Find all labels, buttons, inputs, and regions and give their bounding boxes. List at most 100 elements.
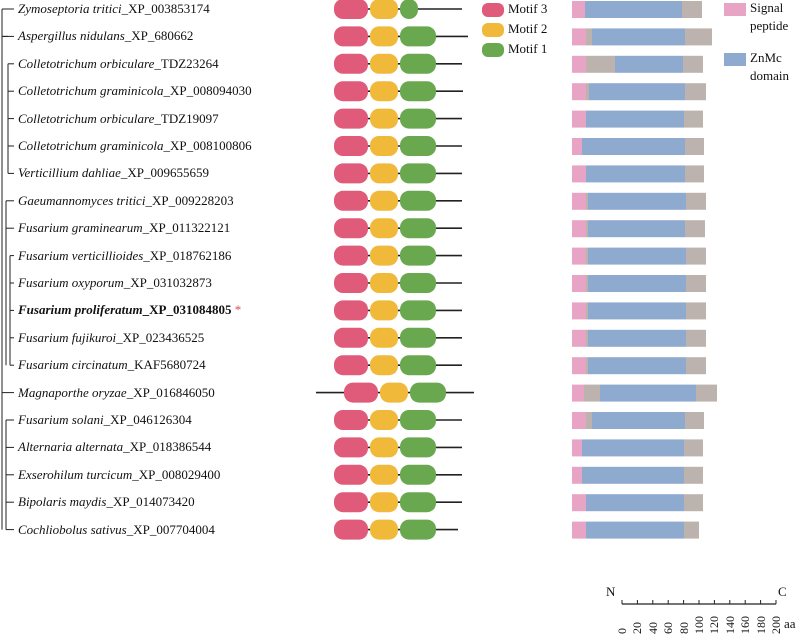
other-region-segment [586, 83, 589, 101]
domain-legend-label: ZnMc [750, 50, 782, 65]
motif-2-box [370, 26, 398, 47]
other-region-segment [683, 55, 703, 73]
other-region-segment [584, 384, 600, 402]
accession-id: _XP_009655659 [120, 165, 210, 181]
motif-2-box [370, 0, 398, 19]
species-name: Colletotrichum orbiculare [18, 55, 155, 71]
motif-legend-swatch [482, 3, 504, 17]
other-region-segment [686, 192, 706, 210]
species-name: Fusarium verticillioides [18, 247, 144, 263]
motif-1-box [400, 53, 436, 74]
motif-1-box [400, 190, 436, 211]
motif-1-box [400, 136, 436, 156]
motif-3-box [334, 245, 368, 266]
motif-1-box [400, 81, 436, 102]
motif-3-box [334, 464, 368, 485]
signal-peptide-segment [572, 55, 586, 73]
accession-id: _XP_016846050 [126, 384, 215, 400]
motif-2-box [370, 81, 398, 102]
species-label: Zymoseptoria tritici_XP_003853174 [18, 0, 210, 19]
species-label: Colletotrichum graminicola_XP_008094030 [18, 81, 252, 101]
signal-peptide-segment [572, 247, 586, 265]
motif-3-box [334, 492, 368, 513]
motif-3-box [334, 190, 368, 211]
accession-id: _XP_007704004 [126, 521, 215, 537]
motif-3-box [334, 81, 368, 102]
scale-tick-label: 40 [645, 622, 660, 634]
signal-peptide-segment [572, 110, 586, 128]
motif-1-box [400, 464, 436, 485]
motif-2-box [370, 218, 398, 239]
domain-legend-swatch [724, 53, 746, 66]
motif-3-box [334, 519, 368, 540]
other-region-segment [586, 55, 615, 73]
species-name: Colletotrichum graminicola [18, 83, 164, 99]
znmc-domain-segment [588, 220, 685, 238]
motif-legend-label: Motif 3 [508, 1, 548, 16]
motif-legend-swatch [482, 23, 504, 37]
motif-3-box [334, 136, 368, 156]
species-name: Gaeumannomyces tritici [18, 192, 146, 208]
znmc-domain-segment [588, 275, 686, 292]
species-label: Fusarium solani_XP_046126304 [18, 410, 192, 430]
species-name: Bipolaris maydis [18, 494, 107, 510]
znmc-domain-segment [592, 412, 685, 429]
other-region-segment [685, 138, 704, 155]
motif-3-box [334, 300, 368, 321]
accession-id: _XP_008094030 [163, 83, 252, 99]
znmc-domain-segment [586, 165, 685, 183]
znmc-domain-segment [582, 439, 684, 457]
other-region-segment [684, 521, 699, 539]
scale-tick-label: 60 [661, 622, 676, 634]
motif-3-box [334, 163, 368, 184]
motif-2-box [370, 245, 398, 266]
signal-peptide-segment [572, 138, 582, 155]
other-region-segment [686, 329, 706, 347]
motif-2-box [370, 355, 398, 376]
motif-3-box [334, 108, 368, 129]
other-region-segment [685, 83, 706, 101]
znmc-domain-segment [588, 192, 686, 210]
species-name: Fusarium fujikuroi [18, 329, 117, 345]
species-name: Cochliobolus sativus [18, 521, 127, 537]
motif-1-box [400, 519, 436, 540]
species-name: Zymoseptoria tritici [18, 1, 122, 16]
motif-1-box [400, 108, 436, 129]
signal-peptide-segment [572, 165, 586, 183]
scale-tick-label: 140 [722, 616, 737, 634]
other-region-segment [586, 192, 588, 210]
species-label: Aspergillus nidulans_XP_680662 [18, 26, 193, 46]
highlight-star: * [231, 302, 242, 318]
motif-1-box [410, 382, 446, 403]
signal-peptide-segment [572, 1, 585, 18]
accession-id: _XP_018386544 [123, 439, 212, 455]
scale-tick-label: 180 [753, 616, 768, 634]
motif-2-box [370, 464, 398, 485]
motif-3-box [334, 218, 368, 239]
species-name: Fusarium solani [18, 412, 104, 427]
motif-2-box [370, 136, 398, 156]
motif-2-box [370, 163, 398, 184]
other-region-segment [586, 28, 592, 46]
signal-peptide-segment [572, 466, 582, 484]
motif-2-box [370, 437, 398, 458]
signal-peptide-segment [572, 384, 584, 402]
species-name: Verticillium dahliae [18, 165, 121, 181]
signal-peptide-segment [572, 28, 586, 46]
znmc-domain-segment [582, 466, 684, 484]
signal-peptide-segment [572, 83, 586, 101]
motif-2-box [370, 300, 398, 321]
species-label: Bipolaris maydis_XP_014073420 [18, 492, 195, 512]
other-region-segment [586, 357, 588, 375]
znmc-domain-segment [615, 55, 683, 73]
signal-peptide-segment [572, 494, 586, 512]
motif-1-box [400, 218, 436, 239]
accession-id: _XP_046126304 [103, 412, 192, 427]
motif-1-box [400, 492, 436, 513]
znmc-domain-segment [586, 110, 684, 128]
motif-2-box [370, 273, 398, 293]
scale-unit-label: aa [784, 616, 796, 631]
motif-1-box [400, 355, 436, 376]
motif-legend-label: Motif 1 [508, 41, 548, 56]
